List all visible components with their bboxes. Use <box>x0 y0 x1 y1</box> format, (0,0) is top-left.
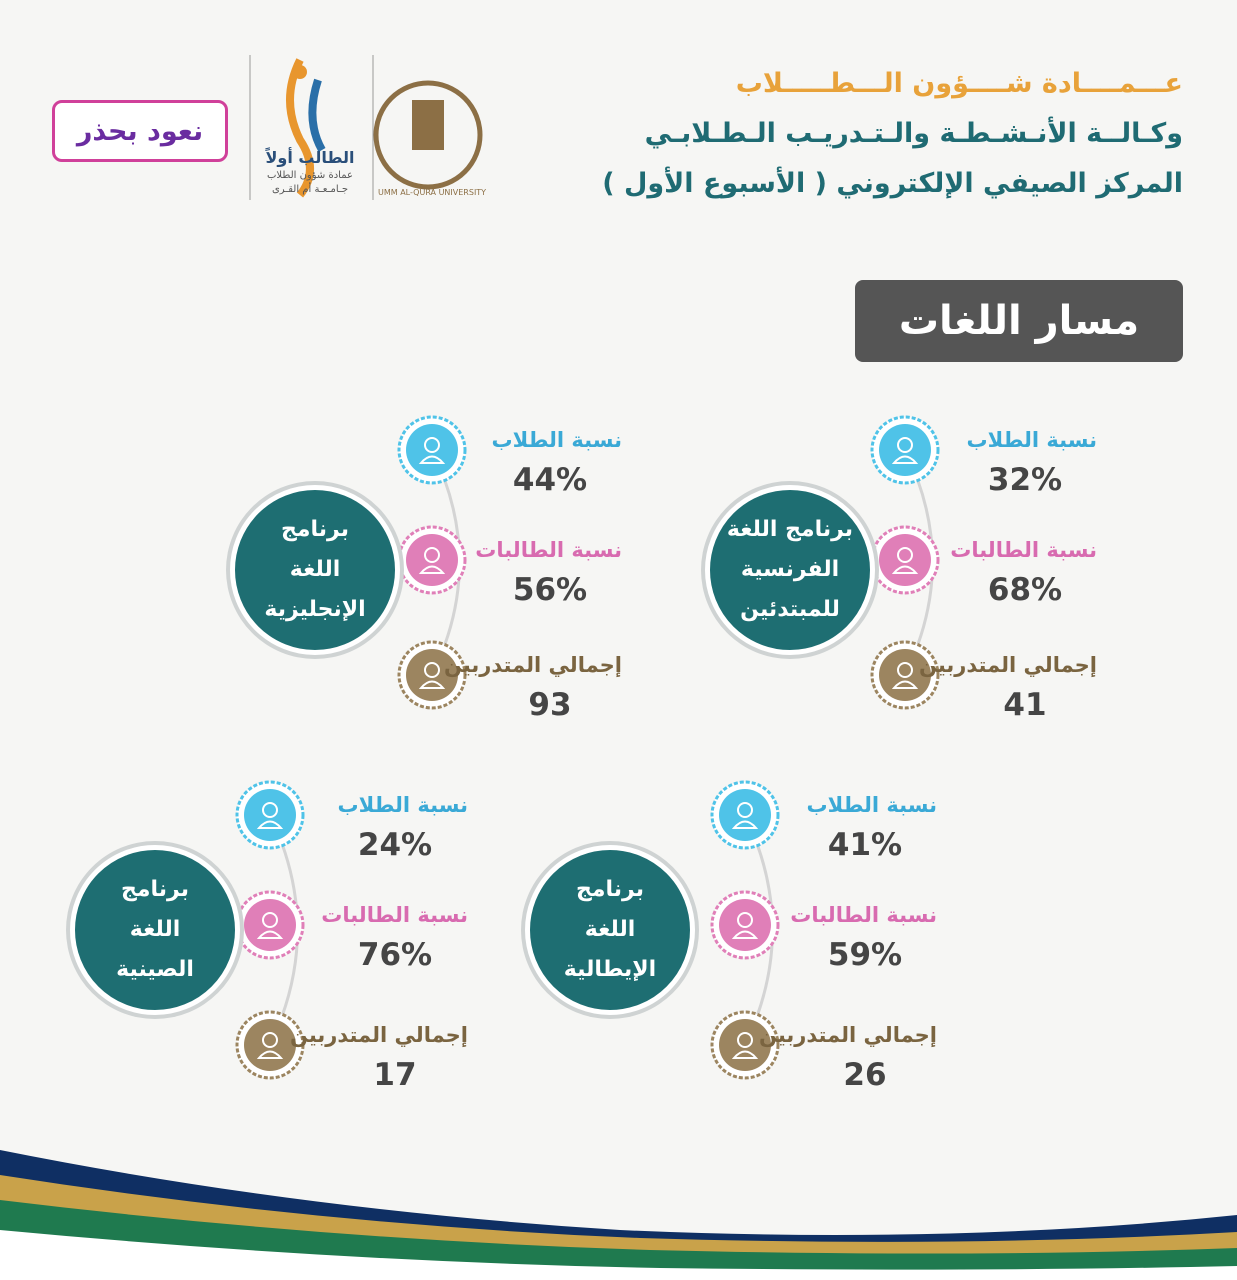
icon-head <box>737 802 753 818</box>
stat-label: نسبة الطلاب <box>966 428 1097 452</box>
stat-value: 24% <box>357 827 433 863</box>
section-title: مسار اللغات <box>855 280 1183 362</box>
stat-icon <box>244 899 296 951</box>
stat-icon <box>406 424 458 476</box>
stat-value: 41 <box>1003 687 1047 723</box>
program-name: اللغة <box>289 557 341 582</box>
program-name: الإيطالية <box>563 957 657 982</box>
logo-shape <box>308 78 326 152</box>
seal <box>373 80 483 190</box>
icon-head <box>897 662 913 678</box>
stat-label: نسبة الطالبات <box>321 903 468 927</box>
icon-body <box>731 930 759 939</box>
logo-dot <box>293 65 307 79</box>
icon-head <box>897 437 913 453</box>
stat-icon <box>244 789 296 841</box>
stat-icon <box>719 899 771 951</box>
icon-body <box>891 680 919 689</box>
stat-value: 26 <box>843 1057 887 1093</box>
stat-label: نسبة الطالبات <box>475 538 622 562</box>
stat-label: نسبة الطلاب <box>491 428 622 452</box>
program-name: برنامج <box>576 877 644 902</box>
stat-label: نسبة الطالبات <box>950 538 1097 562</box>
stat-label: إجمالي المتدربين <box>918 653 1097 677</box>
stat-value: 44% <box>512 462 588 498</box>
icon-body <box>891 565 919 574</box>
icon-head <box>737 1032 753 1048</box>
stat-value: 56% <box>512 572 588 608</box>
program-name: اللغة <box>584 917 636 942</box>
stat-icon <box>879 649 931 701</box>
stat-label: إجمالي المتدربين <box>289 1023 468 1047</box>
stat-icon <box>879 424 931 476</box>
wave <box>0 1230 1237 1280</box>
icon-body <box>731 1050 759 1059</box>
stat-value: 68% <box>987 572 1063 608</box>
logo-text: UMM AL-QURA UNIVERSITY <box>378 188 487 197</box>
program-circle: برنامج اللغة الإنجليزية <box>230 485 400 655</box>
stat-value: 17 <box>373 1057 417 1093</box>
stat-value: 32% <box>987 462 1063 498</box>
stat-label: نسبة الطلاب <box>337 793 468 817</box>
program-name: برنامج <box>281 517 349 542</box>
icon-body <box>418 680 446 689</box>
icon-head <box>424 437 440 453</box>
stat-icon <box>406 534 458 586</box>
stat-value: 93 <box>528 687 572 723</box>
stat-label: إجمالي المتدربين <box>758 1023 937 1047</box>
header-line: وكـالــة الأنـشـطـة والـتـدريـب الـطـلاب… <box>644 118 1183 149</box>
icon-head <box>424 662 440 678</box>
program-circle: برنامج اللغة الصينية <box>70 845 240 1015</box>
icon-body <box>891 455 919 464</box>
icon-body <box>731 820 759 829</box>
program-name: الصينية <box>116 957 194 982</box>
stat-icon <box>879 534 931 586</box>
stat-value: 41% <box>827 827 903 863</box>
icon-head <box>262 912 278 928</box>
logo-text: عمادة شؤون الطلاب <box>267 170 353 181</box>
program-circle: برنامج اللغة الفرنسية للمبتدئين <box>705 485 875 655</box>
program-name: برنامج <box>121 877 189 902</box>
program-name: الإنجليزية <box>264 597 366 622</box>
seal-building <box>412 100 444 150</box>
icon-head <box>424 547 440 563</box>
icon-body <box>256 930 284 939</box>
program-name: الفرنسية <box>740 557 840 582</box>
stat-icon <box>719 1019 771 1071</box>
stat-label: إجمالي المتدربين <box>443 653 622 677</box>
stat-icon <box>244 1019 296 1071</box>
stat-label: نسبة الطالبات <box>790 903 937 927</box>
stat-value: 59% <box>827 937 903 973</box>
stat-icon <box>719 789 771 841</box>
stat-icon <box>406 649 458 701</box>
header-line: عـــمــــادة شــــؤون الـــطـــــلاب <box>735 68 1183 99</box>
logo-text: نعود بحذر <box>52 100 228 162</box>
icon-body <box>256 820 284 829</box>
program-circle: برنامج اللغة الإيطالية <box>525 845 695 1015</box>
logo-text: جـامـعـة أم القـرى <box>271 184 349 195</box>
program-name: برنامج اللغة <box>726 517 854 542</box>
icon-body <box>418 455 446 464</box>
icon-head <box>262 802 278 818</box>
icon-head <box>897 547 913 563</box>
icon-head <box>262 1032 278 1048</box>
logo-shape <box>286 58 314 198</box>
program-name: اللغة <box>129 917 181 942</box>
header-line: المركز الصيفي الإلكتروني ( الأسبوع الأول… <box>602 168 1183 199</box>
program-name: للمبتدئين <box>740 597 840 622</box>
stat-value: 76% <box>357 937 433 973</box>
icon-body <box>256 1050 284 1059</box>
icon-body <box>418 565 446 574</box>
stat-label: نسبة الطلاب <box>806 793 937 817</box>
icon-head <box>737 912 753 928</box>
logo-text: الطالب أولاً <box>265 148 355 167</box>
